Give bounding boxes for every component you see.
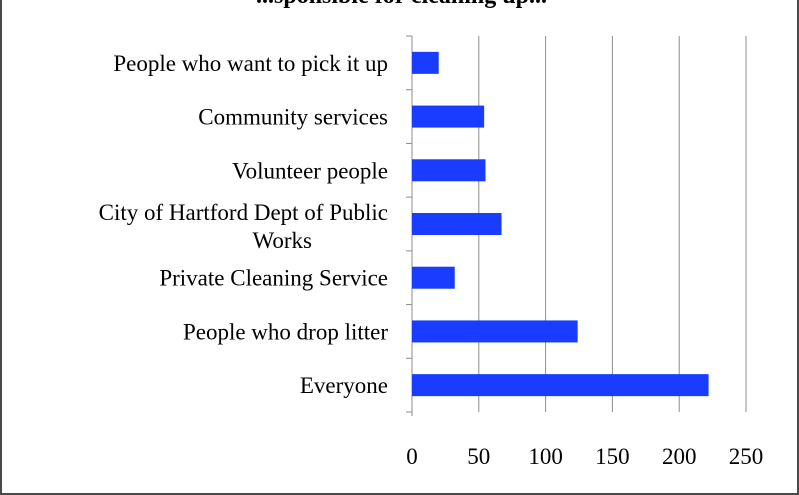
bar [412, 266, 455, 289]
x-tick-label: 0 [406, 444, 418, 469]
category-label: People who drop litter [183, 319, 388, 344]
bar [412, 105, 485, 128]
bar [412, 213, 502, 235]
bar [412, 159, 486, 182]
category-label: Everyone [300, 373, 388, 398]
category-label: Community services [198, 105, 388, 130]
x-tick-label: 100 [528, 444, 563, 469]
bar [412, 374, 709, 397]
category-label: City of Hartford Dept of Public Works [99, 200, 388, 253]
category-label: Private Cleaning Service [159, 266, 388, 291]
bar [412, 320, 578, 343]
category-label: People who want to pick it up [113, 51, 388, 76]
bar [412, 51, 439, 74]
x-tick-label: 250 [729, 444, 764, 469]
category-label: Volunteer people [232, 158, 388, 183]
label-clip-mask [202, 252, 402, 266]
x-tick-label: 200 [662, 444, 697, 469]
x-tick-label: 150 [595, 444, 630, 469]
x-tick-label: 50 [467, 444, 490, 469]
chart-title: ...sponsible for cleaning up... [2, 0, 797, 10]
